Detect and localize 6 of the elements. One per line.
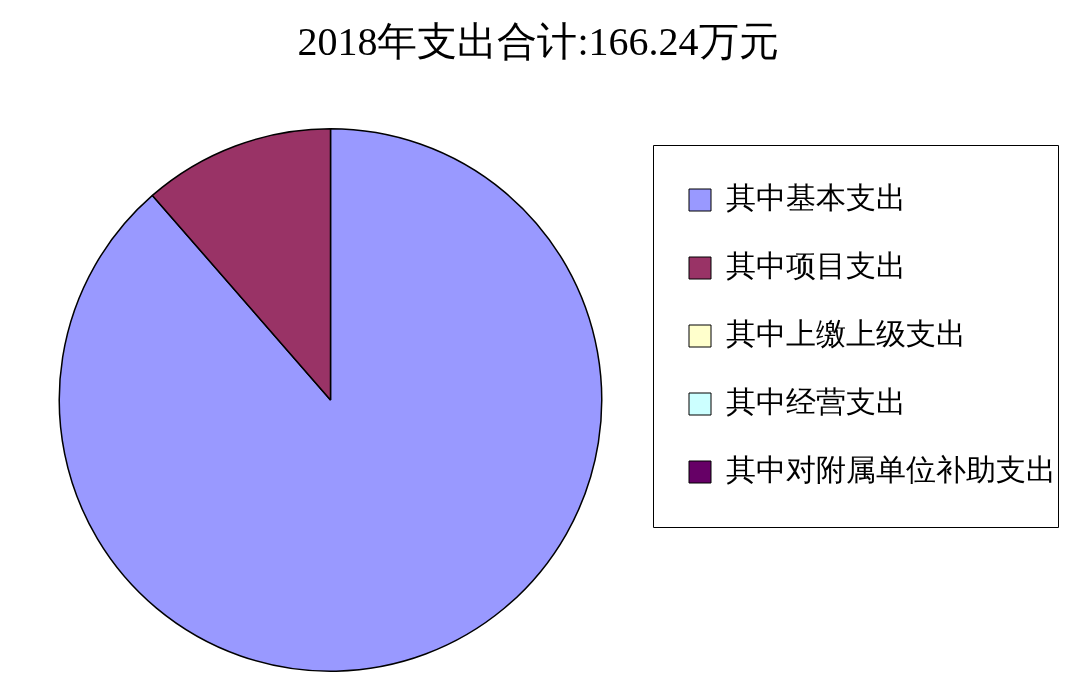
- chart-title: 2018年支出合计:166.24万元: [297, 18, 779, 64]
- legend-label: 其中对附属单位补助支出: [726, 451, 1056, 487]
- legend-label: 其中基本支出: [726, 179, 906, 215]
- legend-label: 其中上缴上级支出: [726, 315, 966, 351]
- legend-label: 其中经营支出: [726, 383, 906, 419]
- legend-label: 其中项目支出: [726, 247, 906, 283]
